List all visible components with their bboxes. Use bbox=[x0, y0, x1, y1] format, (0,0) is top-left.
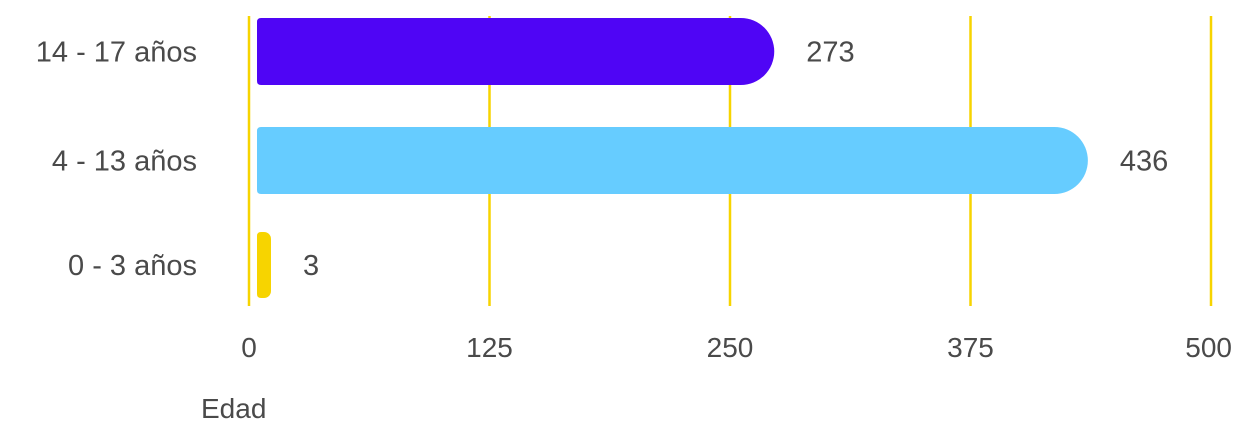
tick-label-0: 0 bbox=[241, 332, 257, 363]
bars bbox=[257, 18, 1088, 298]
category-label-1: 14 - 17 años bbox=[36, 37, 197, 69]
category-labels: 14 - 17 años 4 - 13 años 0 - 3 años bbox=[36, 37, 197, 283]
bar-2 bbox=[257, 127, 1088, 194]
bar-1 bbox=[257, 18, 775, 85]
x-axis-ticks: 0 125 250 375 500 bbox=[241, 332, 1232, 363]
bar-3 bbox=[257, 232, 271, 298]
category-label-3: 0 - 3 años bbox=[68, 250, 197, 282]
tick-label-250: 250 bbox=[707, 332, 754, 363]
value-labels: 273 436 3 bbox=[303, 37, 1168, 283]
legend-label: Edad bbox=[201, 393, 266, 424]
value-label-1: 273 bbox=[806, 37, 854, 69]
tick-label-125: 125 bbox=[466, 332, 513, 363]
value-label-3: 3 bbox=[303, 250, 319, 282]
tick-label-500: 500 bbox=[1185, 332, 1232, 363]
value-label-2: 436 bbox=[1120, 146, 1168, 178]
category-label-2: 4 - 13 años bbox=[52, 146, 197, 178]
tick-label-375: 375 bbox=[947, 332, 994, 363]
